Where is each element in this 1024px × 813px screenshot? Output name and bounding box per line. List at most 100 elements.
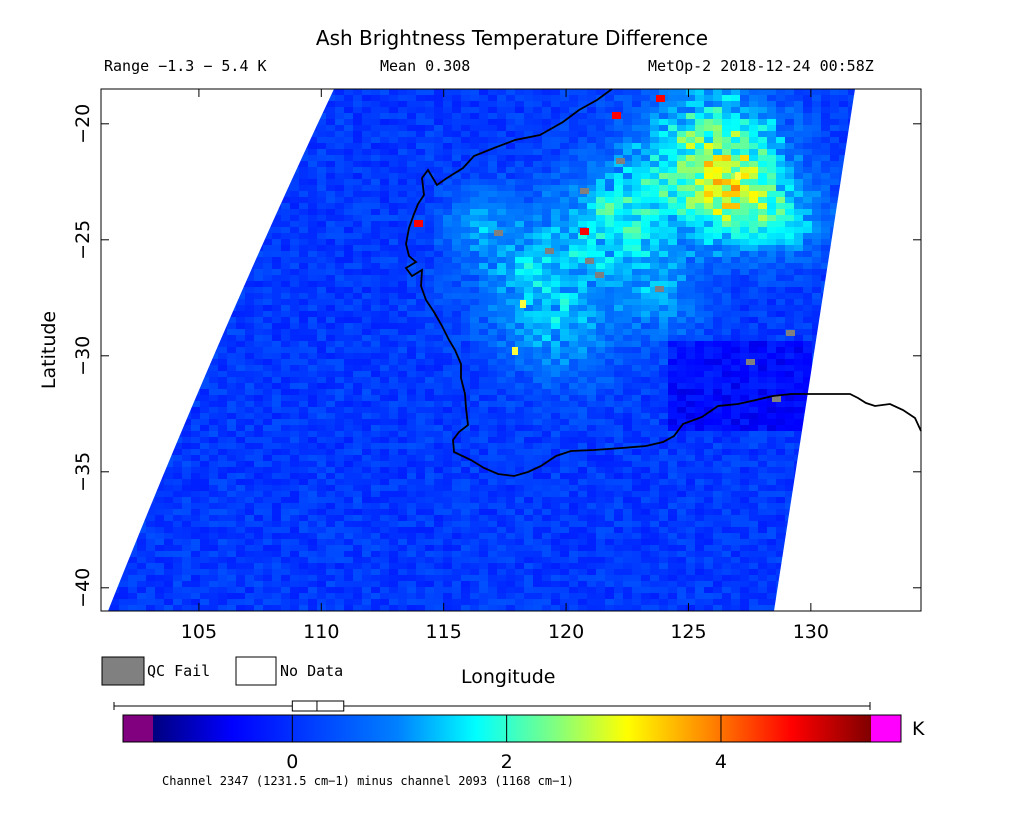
swath-pixel — [164, 233, 173, 239]
swath-pixel — [848, 335, 855, 341]
swath-pixel — [785, 191, 794, 197]
swath-pixel — [407, 119, 416, 125]
swath-pixel — [524, 209, 533, 215]
swath-pixel — [362, 413, 371, 419]
swath-pixel — [677, 299, 686, 305]
swath-pixel — [290, 425, 299, 431]
swath-pixel — [623, 203, 632, 209]
swath-pixel — [146, 209, 155, 215]
swath-pixel — [362, 425, 371, 431]
swath-pixel — [146, 221, 155, 227]
swath-pixel — [146, 197, 155, 203]
swath-pixel — [839, 257, 848, 263]
swath-pixel — [596, 371, 605, 377]
swath-pixel — [479, 311, 488, 317]
swath-pixel — [623, 341, 632, 347]
swath-pixel — [389, 203, 398, 209]
swath-pixel — [272, 257, 281, 263]
swath-pixel — [380, 185, 389, 191]
swath-pixel — [434, 305, 443, 311]
swath-pixel — [281, 269, 290, 275]
swath-pixel — [533, 419, 542, 425]
swath-pixel — [632, 413, 641, 419]
swath-pixel — [281, 287, 290, 293]
swath-pixel — [245, 347, 254, 353]
swath-pixel — [497, 167, 506, 173]
swath-pixel — [542, 143, 551, 149]
swath-pixel — [812, 293, 821, 299]
swath-pixel — [803, 383, 812, 389]
swath-pixel — [803, 137, 812, 143]
swath-pixel — [263, 119, 272, 125]
swath-pixel — [191, 431, 200, 437]
swath-pixel — [110, 209, 119, 215]
swath-pixel — [425, 353, 434, 359]
swath-pixel — [731, 275, 740, 281]
swath-pixel — [740, 191, 749, 197]
swath-pixel — [434, 239, 443, 245]
swath-pixel — [578, 131, 587, 137]
swath-pixel — [389, 125, 398, 131]
swath-pixel — [488, 425, 497, 431]
swath-pixel — [488, 89, 497, 95]
swath-pixel — [515, 179, 524, 185]
swath-pixel — [848, 173, 855, 179]
swath-pixel — [191, 137, 200, 143]
swath-pixel — [533, 107, 542, 113]
swath-pixel — [353, 245, 362, 251]
swath-pixel — [155, 143, 164, 149]
swath-pixel — [470, 131, 479, 137]
swath-pixel — [263, 257, 272, 263]
swath-pixel — [812, 305, 821, 311]
swath-pixel — [641, 437, 650, 443]
swath-pixel — [740, 119, 749, 125]
swath-pixel — [605, 305, 614, 311]
swath-pixel — [695, 233, 704, 239]
swath-pixel — [137, 137, 146, 143]
swath-pixel — [722, 203, 731, 209]
swath-pixel — [758, 389, 767, 395]
swath-pixel — [839, 179, 848, 185]
swath-pixel — [389, 113, 398, 119]
swath-pixel — [182, 131, 191, 137]
swath-pixel — [506, 401, 515, 407]
swath-pixel — [335, 221, 344, 227]
swath-pixel — [587, 143, 596, 149]
swath-pixel — [704, 395, 713, 401]
swath-pixel — [182, 239, 191, 245]
swath-pixel — [488, 365, 497, 371]
swath-pixel — [290, 167, 299, 173]
swath-pixel — [218, 323, 227, 329]
swath-pixel — [272, 419, 281, 425]
swath-pixel — [434, 377, 443, 383]
swath-pixel — [686, 335, 695, 341]
swath-pixel — [641, 287, 650, 293]
swath-pixel — [380, 389, 389, 395]
swath-pixel — [515, 299, 524, 305]
swath-pixel — [596, 287, 605, 293]
swath-pixel — [758, 299, 767, 305]
swath-pixel — [614, 359, 623, 365]
swath-pixel — [749, 269, 758, 275]
swath-pixel — [146, 137, 155, 143]
swath-pixel — [632, 419, 641, 425]
swath-pixel — [776, 299, 785, 305]
swath-pixel — [488, 395, 497, 401]
swath-pixel — [704, 431, 713, 437]
swath-pixel — [434, 89, 443, 95]
swath-pixel — [200, 395, 209, 401]
swath-pixel — [623, 413, 632, 419]
swath-pixel — [776, 341, 785, 347]
swath-pixel — [803, 359, 812, 365]
swath-pixel — [812, 131, 821, 137]
swath-pixel — [380, 155, 389, 161]
swath-pixel — [263, 167, 272, 173]
swath-pixel — [461, 257, 470, 263]
swath-pixel — [245, 401, 254, 407]
swath-pixel — [191, 365, 200, 371]
swath-pixel — [191, 407, 200, 413]
swath-pixel — [263, 431, 272, 437]
swath-pixel — [254, 239, 263, 245]
swath-pixel — [137, 419, 146, 425]
swath-pixel — [245, 269, 254, 275]
